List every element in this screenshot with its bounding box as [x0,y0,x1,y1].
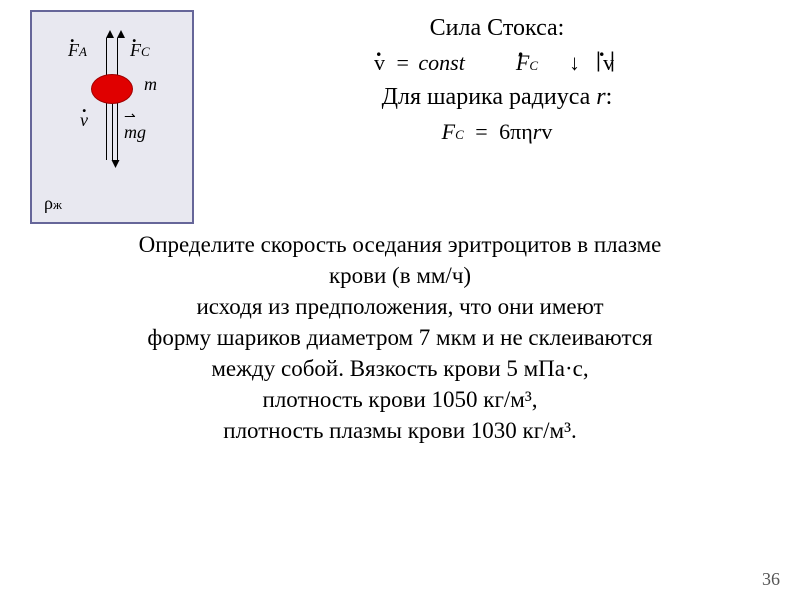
eq1-FC-sub: C [529,58,538,73]
eq1-v: v [374,50,385,75]
subtitle-prefix: Для шарика радиуса [382,84,597,110]
particle-ellipse [91,74,133,104]
sphere-subtitle: Для шарика радиуса r: [224,84,770,111]
eq1-const: const [418,50,464,75]
equations-column: Сила Стокса: v = const FC ↓ | | v Для ша… [194,10,770,224]
problem-line-6: плотность крови 1050 кг/м³, [30,384,770,415]
eq2-v: v [541,119,552,144]
label-rho: ρж [44,193,62,214]
mg-text: mg [124,122,146,142]
label-m: m [144,74,157,95]
problem-line-2: крови (в мм/ч) [30,260,770,291]
eq2-eq: = [475,119,487,144]
eq1-eq: = [397,50,409,75]
arrowhead-FA [106,30,114,38]
subtitle-suffix: : [606,84,613,110]
eq2-6pieta: 6πη [499,119,533,144]
FA-text: F [68,40,79,60]
problem-line-1: Определите скорость оседания эритроцитов… [30,229,770,260]
label-FC: FC [130,40,150,61]
arrowhead-FC [117,30,125,38]
page-number: 36 [762,569,780,590]
subtitle-r: r [596,84,605,110]
stokes-title: Сила Стокса: [224,15,770,42]
stokes-eq2: FC = 6πηrv [224,119,770,145]
label-FA: FA [68,40,87,61]
problem-line-3: исходя из предположения, что они имеют [30,291,770,322]
FA-sub: A [79,44,87,59]
problem-line-5: между собой. Вязкость крови 5 мПа·с, [30,353,770,384]
v-text: v [80,110,88,130]
stokes-eq1: v = const FC ↓ | | v [224,50,770,76]
arrowhead-mg [112,160,120,168]
rho-text: ρ [44,193,53,213]
eq1-arrow: ↓ [569,50,580,75]
problem-line-7: плотность плазмы крови 1030 кг/м³. [30,415,770,446]
problem-statement: Определите скорость оседания эритроцитов… [0,229,800,446]
eq2-Fsub: C [455,127,464,142]
eq2-F: F [442,119,455,144]
eq1-FC: F [516,50,529,75]
FC-sub: C [141,44,150,59]
label-v: v [80,110,88,131]
FC-text: F [130,40,141,60]
problem-line-4: форму шариков диаметром 7 мкм и не склеи… [30,322,770,353]
label-mg: mg [124,122,146,143]
rho-sub: ж [53,197,62,212]
stokes-diagram: FA FC m v mg ρж [30,10,194,224]
